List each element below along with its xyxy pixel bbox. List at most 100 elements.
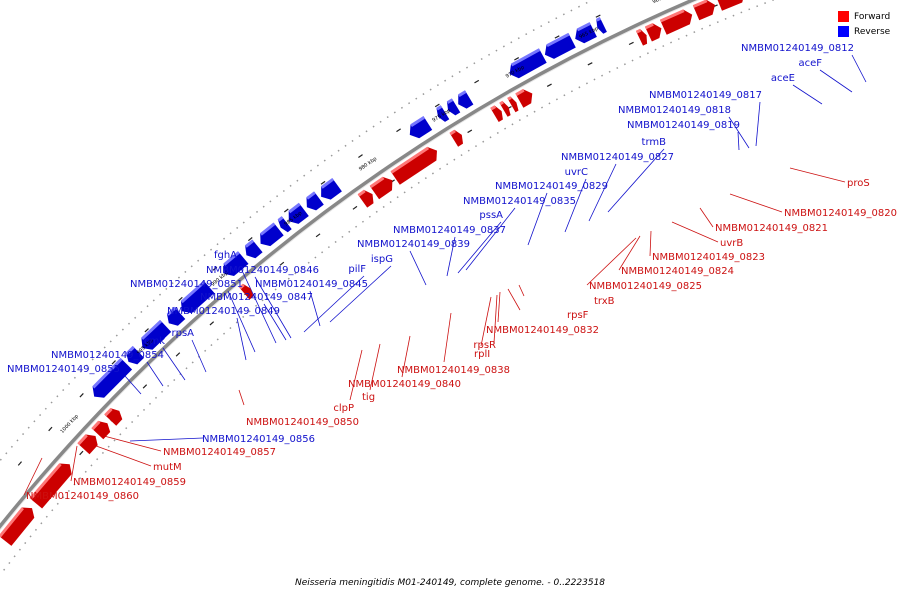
legend: Forward Reverse [838, 9, 890, 39]
reverse-gene-3-body [141, 320, 172, 350]
reverse-label-4: NMBM01240149_0817 [649, 90, 762, 101]
forward-label-9: rpsF [567, 310, 589, 321]
forward-leader-9 [507, 288, 521, 311]
reverse-gene-9-highlight [277, 216, 284, 222]
forward-label-13: NMBM01240149_0838 [397, 365, 510, 376]
forward-leader-10 [497, 291, 501, 323]
reverse-leader-22 [236, 317, 247, 361]
forward-gene-12-body [499, 101, 511, 117]
reverse-label-17: fghA [214, 250, 237, 261]
reverse-label-5: NMBM01240149_0818 [618, 105, 731, 116]
forward-label-16: clpP [333, 403, 354, 414]
forward-gene-2-highlight [29, 463, 62, 500]
scale-tick-label: 1000 kbp [59, 413, 79, 434]
legend-reverse: Reverse [838, 24, 890, 39]
reverse-gene-2 [125, 345, 145, 365]
reverse-gene-11-highlight [306, 191, 316, 200]
forward-leader-21 [23, 457, 43, 496]
reverse-gene-7 [244, 239, 263, 259]
reverse-gene-10-highlight [288, 202, 301, 214]
reverse-label-26: NMBM01240149_0855 [7, 364, 120, 375]
forward-gene-10-body [449, 130, 463, 147]
forward-gene-18-highlight [692, 0, 708, 8]
forward-gene-1 [0, 507, 35, 546]
forward-gene-6-highlight [238, 283, 245, 290]
reverse-gene-20-highlight [596, 17, 601, 22]
reverse-gene-6 [223, 251, 249, 276]
forward-gene-3-body [77, 434, 98, 455]
reverse-label-19: NMBM01240149_0845 [255, 279, 368, 290]
backbone-highlight [0, 0, 700, 531]
forward-label-4: uvrB [720, 238, 743, 249]
reverse-label-1: NMBM01240149_0812 [741, 43, 854, 54]
reverse-gene-19 [575, 22, 597, 44]
forward-gene-5-body [104, 408, 123, 426]
reverse-gene-15-highlight [446, 98, 454, 104]
forward-leader-1 [789, 167, 846, 183]
forward-gene-13-body [507, 96, 519, 113]
forward-gene-5-highlight [104, 407, 113, 417]
reverse-leader-6 [737, 131, 740, 151]
reverse-gene-1-highlight [92, 357, 123, 389]
reverse-gene-13 [409, 116, 433, 139]
forward-gene-15 [635, 28, 648, 46]
reverse-leader-26 [124, 375, 142, 395]
forward-leader-12 [480, 296, 492, 347]
reverse-leader-25 [146, 361, 164, 387]
reverse-leader-15 [329, 265, 392, 323]
forward-gene-15-body [636, 29, 648, 46]
reverse-leader-13 [446, 236, 456, 277]
reverse-gene-9 [277, 216, 292, 233]
forward-label-11: rpsR [473, 340, 496, 351]
reverse-gene-2-highlight [125, 345, 135, 355]
forward-gene-11-body [490, 105, 503, 122]
forward-leader-11 [493, 294, 498, 344]
reverse-leader-7 [607, 148, 665, 213]
reverse-gene-8-highlight [259, 222, 276, 236]
reverse-gene-19-highlight [576, 22, 591, 32]
reverse-leader-18 [254, 276, 292, 339]
reverse-gene-17-body [509, 48, 547, 79]
legend-forward-label: Forward [854, 11, 891, 22]
reverse-gene-18 [544, 32, 576, 59]
reverse-gene-5-highlight [180, 280, 206, 304]
forward-gene-18 [692, 0, 715, 21]
reverse-leader-23 [191, 339, 207, 373]
forward-gene-11 [490, 105, 503, 122]
reverse-gene-1-body [92, 358, 133, 398]
reverse-leader-20 [227, 290, 256, 353]
reverse-gene-20-body [596, 17, 607, 34]
forward-gene-6-body [239, 284, 254, 300]
legend-forward: Forward [838, 9, 890, 24]
reverse-leader-27 [129, 437, 204, 442]
reverse-gene-4-highlight [166, 306, 177, 316]
reverse-label-21: NMBM01240149_0847 [200, 292, 313, 303]
reverse-label-6: NMBM01240149_0819 [627, 120, 740, 131]
forward-gene-19-body [717, 0, 743, 11]
forward-leader-8 [518, 284, 525, 297]
forward-leader-3 [699, 207, 714, 228]
reverse-leader-4 [755, 101, 761, 147]
forward-leader-16 [349, 349, 363, 401]
reverse-leader-24 [162, 347, 186, 381]
forward-label-1: proS [847, 178, 870, 189]
reverse-gene-8-body [260, 222, 284, 247]
reverse-label-25: NMBM01240149_0854 [51, 350, 164, 361]
forward-gene-8 [369, 176, 393, 200]
forward-gene-1-highlight [0, 507, 24, 538]
reverse-leader-14 [409, 250, 427, 286]
forward-label-6: NMBM01240149_0824 [621, 266, 734, 277]
forward-label-18: NMBM01240149_0857 [163, 447, 276, 458]
reverse-gene-6-highlight [223, 251, 240, 266]
forward-gene-4-highlight [91, 420, 101, 431]
forward-gene-9-highlight [390, 146, 430, 174]
forward-gene-17-highlight [659, 9, 685, 23]
forward-gene-3-highlight [77, 434, 88, 446]
forward-label-19: mutM [153, 462, 182, 473]
forward-leader-15 [369, 343, 381, 391]
leader-layer [23, 54, 867, 496]
forward-gene-5 [104, 407, 123, 426]
forward-gene-11-highlight [490, 105, 497, 111]
forward-label-3: NMBM01240149_0821 [715, 223, 828, 234]
forward-label-17: NMBM01240149_0850 [246, 417, 359, 428]
